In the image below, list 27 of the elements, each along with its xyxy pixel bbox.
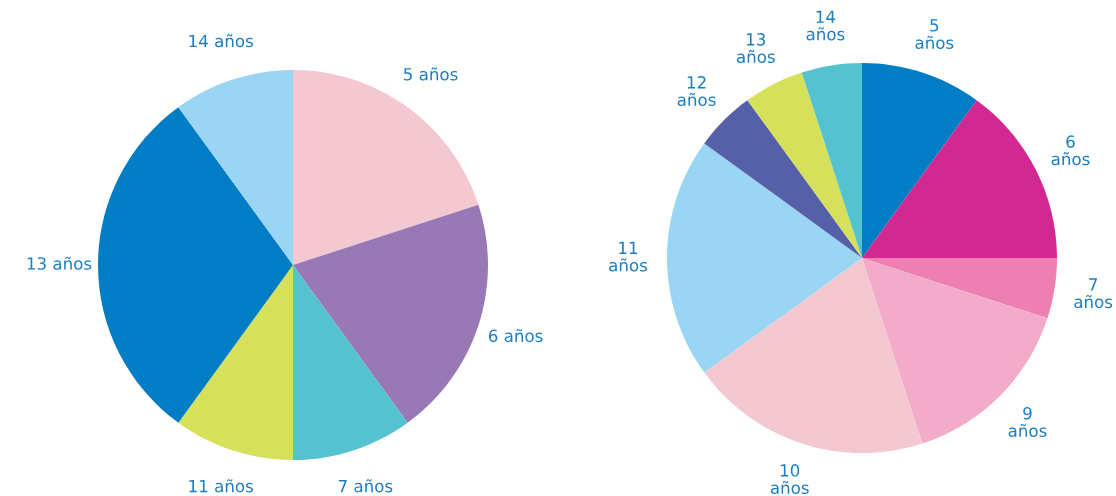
pie-slice [862,63,977,258]
slice-label: 6 años [488,328,543,343]
slice-label: 5 años [915,19,954,49]
slice-label: 11 años [189,479,253,493]
pie-slice [178,70,293,265]
pie-slice [862,258,1048,444]
slice-label: 14 años [806,10,845,41]
slice-label: 10 años [770,464,809,495]
slice-label: 13 años [27,256,92,270]
pie-slice [98,107,293,423]
pie-slice [667,143,862,373]
pie-slice [178,265,293,460]
pie-slice [801,63,862,258]
slice-label: 14 años [189,34,253,48]
slice-label: 5 años [404,67,458,81]
pie-slice [704,258,923,453]
slice-label: 11 años [609,241,648,272]
pie-slice [862,258,1057,319]
slice-label: 12 años [677,76,716,107]
pie-slice [293,265,408,460]
slice-label: 7 años [338,479,393,493]
slice-label: 6 años [1051,135,1090,166]
slice-label: 13 años [736,33,775,64]
slice-label: 9 años [1008,406,1047,437]
slice-label: 7 años [1074,278,1113,309]
pie-slice [747,72,862,258]
pie-slice [293,204,488,423]
